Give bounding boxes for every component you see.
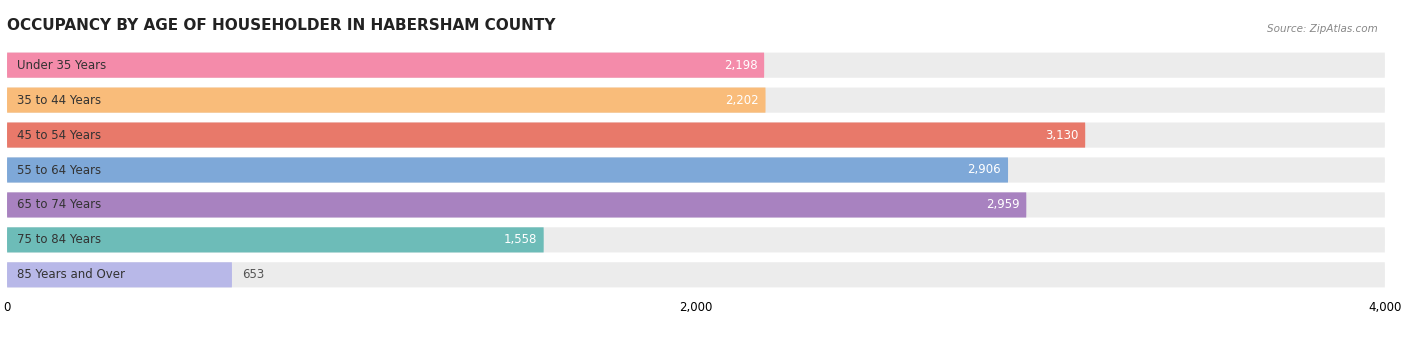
FancyBboxPatch shape <box>7 53 765 78</box>
Text: 85 Years and Over: 85 Years and Over <box>17 268 125 281</box>
FancyBboxPatch shape <box>7 122 1085 148</box>
FancyBboxPatch shape <box>7 87 765 113</box>
Text: Source: ZipAtlas.com: Source: ZipAtlas.com <box>1267 24 1378 34</box>
FancyBboxPatch shape <box>7 157 1008 183</box>
FancyBboxPatch shape <box>7 227 1385 253</box>
FancyBboxPatch shape <box>7 87 1385 113</box>
FancyBboxPatch shape <box>7 192 1385 218</box>
FancyBboxPatch shape <box>7 192 1026 218</box>
Text: 55 to 64 Years: 55 to 64 Years <box>17 164 101 176</box>
FancyBboxPatch shape <box>7 53 1385 78</box>
Text: OCCUPANCY BY AGE OF HOUSEHOLDER IN HABERSHAM COUNTY: OCCUPANCY BY AGE OF HOUSEHOLDER IN HABER… <box>7 18 555 33</box>
Text: 653: 653 <box>242 268 264 281</box>
FancyBboxPatch shape <box>7 122 1385 148</box>
Text: 3,130: 3,130 <box>1045 129 1078 141</box>
Text: 75 to 84 Years: 75 to 84 Years <box>17 233 101 246</box>
Text: 45 to 54 Years: 45 to 54 Years <box>17 129 101 141</box>
FancyBboxPatch shape <box>7 262 232 287</box>
Text: 35 to 44 Years: 35 to 44 Years <box>17 94 101 107</box>
Text: Under 35 Years: Under 35 Years <box>17 59 107 72</box>
Text: 2,906: 2,906 <box>967 164 1001 176</box>
Text: 2,202: 2,202 <box>725 94 759 107</box>
FancyBboxPatch shape <box>7 227 544 253</box>
FancyBboxPatch shape <box>7 157 1385 183</box>
Text: 65 to 74 Years: 65 to 74 Years <box>17 199 101 211</box>
FancyBboxPatch shape <box>7 262 1385 287</box>
Text: 2,959: 2,959 <box>986 199 1019 211</box>
Text: 1,558: 1,558 <box>503 233 537 246</box>
Text: 2,198: 2,198 <box>724 59 758 72</box>
